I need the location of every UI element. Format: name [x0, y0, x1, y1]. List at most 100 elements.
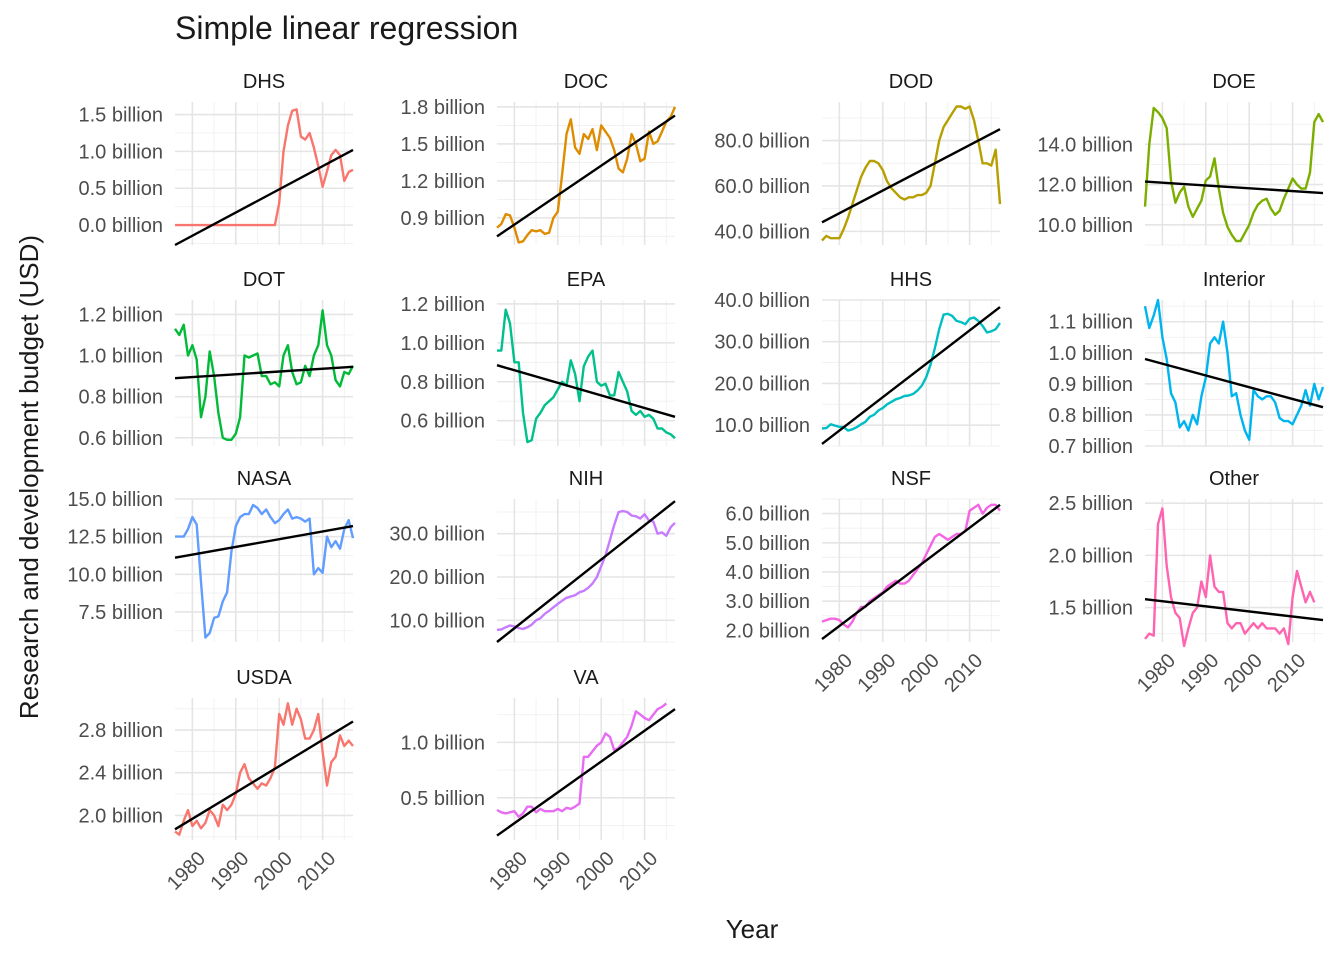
y-tick-label: 15.0 billion	[67, 489, 163, 511]
y-tick-label: 2.0 billion	[725, 620, 810, 642]
y-tick-label: 2.4 billion	[78, 763, 163, 785]
y-tick-label: 1.5 billion	[400, 134, 485, 156]
regression-line-nsf	[821, 503, 1001, 641]
regression-line-interior	[1144, 357, 1324, 409]
regression-line-epa	[496, 364, 676, 418]
strip-label-interior: Interior	[1203, 269, 1266, 291]
y-tick-label: 10.0 billion	[714, 415, 810, 437]
y-tick-label: 0.6 billion	[400, 411, 485, 433]
y-tick-label: 0.9 billion	[1048, 374, 1133, 396]
y-tick-label: 20.0 billion	[389, 567, 485, 589]
y-tick-label: 0.0 billion	[78, 215, 163, 237]
panel-interior: Interior 0.7 billion 0.8 billion 0.9 billio…	[1048, 269, 1325, 458]
series-line-nih	[496, 509, 676, 632]
x-tick-label: 1980	[163, 848, 210, 895]
regression-line-usda	[174, 720, 354, 831]
x-tick-label: 2010	[1263, 650, 1310, 697]
y-tick-label: 12.5 billion	[67, 527, 163, 549]
strip-label-nasa: NASA	[237, 468, 292, 490]
regression-line-doc	[496, 114, 676, 238]
y-tick-label: 5.0 billion	[725, 533, 810, 555]
y-tick-label: 14.0 billion	[1037, 134, 1133, 156]
series-line-nasa	[175, 503, 355, 639]
y-tick-label: 12.0 billion	[1037, 175, 1133, 197]
series-line-dod	[821, 105, 1002, 242]
regression-line-dot	[174, 365, 354, 380]
panel-epa: EPA 0.6 billion 0.8 billion 1.0 billion 1.2 …	[400, 269, 676, 446]
y-tick-label: 7.5 billion	[78, 602, 163, 624]
regression-line-nih	[496, 500, 676, 643]
y-tick-label: 80.0 billion	[714, 131, 810, 153]
x-tick-label: 1990	[206, 848, 253, 895]
y-tick-label: 0.8 billion	[78, 387, 163, 409]
series-line-other	[1144, 507, 1316, 648]
series-line-va	[496, 702, 668, 818]
y-tick-label: 30.0 billion	[714, 332, 810, 354]
regression-line-other	[1144, 598, 1324, 622]
y-tick-label: 2.8 billion	[78, 720, 163, 742]
y-tick-label: 40.0 billion	[714, 221, 810, 243]
series-line-doe	[1143, 106, 1325, 243]
x-axis-title: Year	[726, 914, 779, 944]
series-line-epa	[497, 308, 676, 444]
regression-line-doe	[1144, 180, 1324, 195]
y-tick-label: 1.8 billion	[400, 97, 485, 119]
y-tick-label: 10.0 billion	[67, 564, 163, 586]
regression-line-hhs	[821, 306, 1001, 445]
panel-nasa: NASA 7.5 billion 10.0 billion 12.5 billion 1…	[67, 468, 355, 642]
y-tick-label: 2.5 billion	[1048, 493, 1133, 515]
y-tick-label: 2.0 billion	[78, 805, 163, 827]
x-tick-label: 2000	[250, 848, 297, 895]
y-tick-label: 0.7 billion	[1048, 436, 1133, 458]
y-tick-label: 1.0 billion	[400, 333, 485, 355]
panel-other: Other 1.5 billion 2.0 billion 2.5 billion 19…	[1048, 468, 1324, 697]
chart-title: Simple linear regression	[175, 10, 518, 46]
series-line-nsf	[821, 503, 1001, 629]
panel-dot: DOT 0.6 billion 0.8 billion 1.0 billion 1.2 …	[78, 269, 355, 450]
strip-label-doc: DOC	[564, 71, 608, 93]
y-tick-label: 0.5 billion	[400, 788, 485, 810]
y-axis-title: Research and development budget (USD)	[14, 235, 44, 719]
strip-label-hhs: HHS	[890, 269, 932, 291]
strip-label-nsf: NSF	[891, 468, 931, 490]
x-tick-label: 2010	[940, 650, 987, 697]
strip-label-nih: NIH	[569, 468, 603, 490]
strip-label-dod: DOD	[889, 71, 933, 93]
y-tick-label: 1.0 billion	[1048, 343, 1133, 365]
panel-nsf: NSF 2.0 billion 3.0 billion 4.0 billion 5.0 …	[725, 468, 1001, 697]
panel-dhs: DHS 0.0 billion 0.5 billion 1.0 billion 1.5 …	[78, 71, 354, 247]
strip-label-usda: USDA	[236, 667, 292, 689]
y-tick-label: 30.0 billion	[389, 524, 485, 546]
x-tick-label: 2010	[293, 848, 340, 895]
y-tick-label: 60.0 billion	[714, 176, 810, 198]
y-tick-label: 1.5 billion	[78, 105, 163, 127]
y-tick-label: 1.2 billion	[400, 171, 485, 193]
x-tick-label: 2010	[615, 848, 662, 895]
x-tick-label: 2000	[897, 650, 944, 697]
y-tick-label: 4.0 billion	[725, 562, 810, 584]
y-tick-label: 1.5 billion	[1048, 598, 1133, 620]
regression-line-nasa	[174, 524, 354, 559]
panel-usda: USDA 2.0 billion 2.4 billion 2.8 billion 198…	[78, 667, 354, 895]
y-tick-label: 0.5 billion	[78, 178, 163, 200]
series-line-dhs	[175, 108, 354, 227]
series-line-usda	[174, 702, 354, 836]
panel-nih: NIH 10.0 billion 20.0 billion 30.0 billion	[389, 468, 676, 643]
x-tick-label: 1980	[485, 848, 532, 895]
y-tick-label: 0.8 billion	[1048, 405, 1133, 427]
y-tick-label: 40.0 billion	[714, 290, 810, 312]
y-tick-label: 0.6 billion	[78, 428, 163, 450]
facet-panels: DHS 0.0 billion 0.5 billion 1.0 billion 1.5 …	[67, 71, 1325, 895]
y-tick-label: 1.2 billion	[78, 304, 163, 326]
series-line-interior	[1143, 298, 1325, 441]
panel-dod: DOD 40.0 billion 60.0 billion 80.0 billion	[714, 71, 1002, 245]
y-tick-label: 3.0 billion	[725, 591, 810, 613]
strip-label-doe: DOE	[1212, 71, 1255, 93]
y-tick-label: 1.2 billion	[400, 294, 485, 316]
series-line-hhs	[821, 312, 1001, 432]
regression-line-dod	[821, 128, 1001, 224]
series-line-dot	[174, 309, 355, 441]
y-tick-label: 20.0 billion	[714, 373, 810, 395]
